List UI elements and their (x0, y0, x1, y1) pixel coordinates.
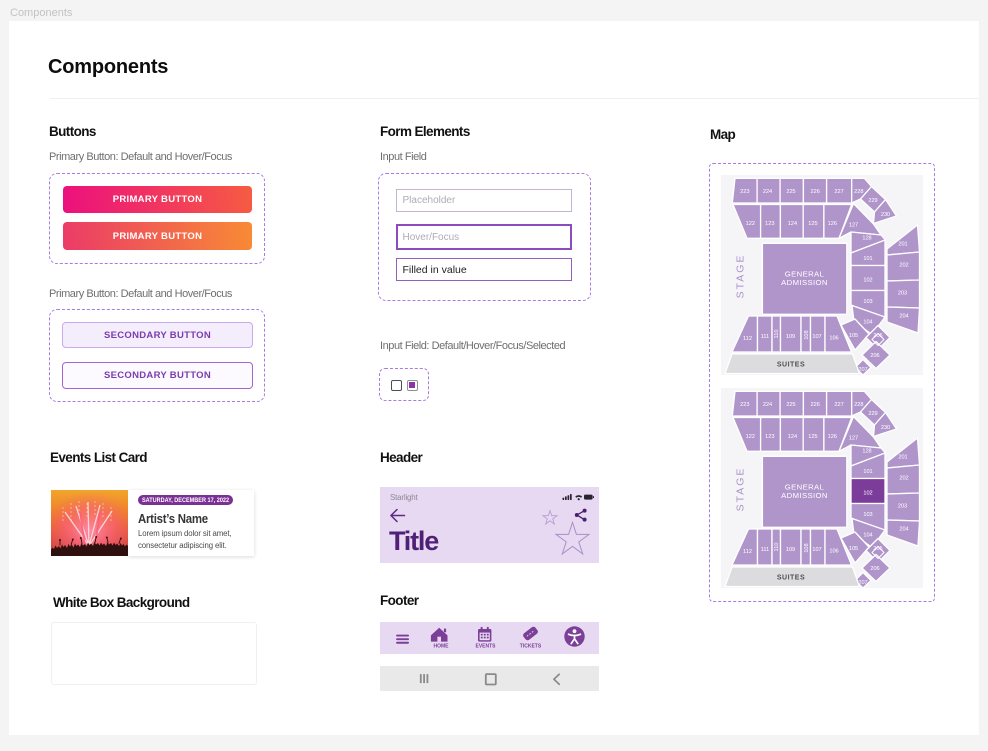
svg-text:ADMISSION: ADMISSION (781, 278, 828, 287)
svg-text:111: 111 (761, 334, 770, 340)
svg-text:107: 107 (812, 334, 821, 340)
svg-text:207: 207 (858, 580, 867, 586)
svg-text:206: 206 (870, 566, 879, 572)
svg-text:201: 201 (898, 242, 907, 248)
svg-text:128: 128 (862, 236, 871, 242)
svg-text:123: 123 (765, 221, 774, 227)
svg-text:126: 126 (828, 221, 837, 227)
svg-text:205: 205 (873, 546, 882, 552)
svg-text:101: 101 (863, 256, 872, 262)
svg-text:101: 101 (863, 469, 872, 475)
svg-text:SUITES: SUITES (777, 362, 805, 369)
svg-text:HOME: HOME (434, 644, 450, 650)
svg-text:203: 203 (898, 291, 907, 297)
svg-text:201: 201 (898, 455, 907, 461)
svg-text:230: 230 (881, 425, 890, 431)
svg-text:225: 225 (786, 189, 795, 195)
svg-text:228: 228 (854, 189, 863, 195)
svg-text:230: 230 (881, 212, 890, 218)
svg-text:223: 223 (740, 189, 749, 195)
svg-text:204: 204 (899, 314, 908, 320)
svg-text:108: 108 (804, 543, 810, 552)
svg-text:106: 106 (829, 549, 838, 555)
svg-text:202: 202 (899, 263, 908, 269)
svg-text:124: 124 (788, 221, 797, 227)
svg-text:STAGE: STAGE (735, 467, 747, 512)
svg-text:127: 127 (849, 223, 858, 229)
svg-text:126: 126 (828, 434, 837, 440)
svg-text:102: 102 (863, 278, 872, 284)
svg-text:TICKETS: TICKETS (520, 644, 542, 650)
svg-text:108: 108 (804, 330, 810, 339)
svg-text:GENERAL: GENERAL (785, 270, 825, 279)
svg-text:Title: Title (389, 526, 439, 556)
svg-text:122: 122 (746, 434, 755, 440)
svg-text:225: 225 (786, 402, 795, 408)
svg-text:226: 226 (811, 189, 820, 195)
svg-text:104: 104 (863, 533, 872, 539)
svg-text:104: 104 (863, 320, 872, 326)
svg-text:112: 112 (743, 336, 752, 342)
svg-text:227: 227 (834, 402, 843, 408)
svg-text:ADMISSION: ADMISSION (781, 491, 828, 500)
svg-text:223: 223 (740, 402, 749, 408)
svg-text:227: 227 (834, 189, 843, 195)
svg-text:105: 105 (849, 546, 858, 552)
svg-text:103: 103 (863, 299, 872, 305)
svg-text:112: 112 (743, 549, 752, 555)
svg-text:EVENTS: EVENTS (475, 644, 496, 650)
svg-text:125: 125 (808, 221, 817, 227)
svg-text:SUITES: SUITES (777, 575, 805, 582)
svg-text:124: 124 (788, 434, 797, 440)
svg-text:STAGE: STAGE (735, 254, 747, 299)
svg-text:122: 122 (746, 221, 755, 227)
svg-text:GENERAL: GENERAL (785, 483, 825, 492)
svg-text:128: 128 (862, 449, 871, 455)
svg-text:107: 107 (812, 547, 821, 553)
svg-text:228: 228 (854, 402, 863, 408)
svg-text:111: 111 (761, 547, 770, 553)
svg-text:102: 102 (863, 491, 872, 497)
svg-text:204: 204 (899, 527, 908, 533)
svg-text:110: 110 (774, 330, 780, 339)
svg-text:229: 229 (868, 411, 877, 417)
svg-text:229: 229 (868, 198, 877, 204)
svg-text:106: 106 (829, 336, 838, 342)
svg-text:103: 103 (863, 512, 872, 518)
svg-text:Starlight: Starlight (390, 493, 419, 502)
svg-text:109: 109 (786, 547, 795, 553)
svg-text:207: 207 (858, 367, 867, 373)
svg-text:109: 109 (786, 334, 795, 340)
svg-text:105: 105 (849, 333, 858, 339)
svg-text:224: 224 (763, 189, 772, 195)
svg-text:224: 224 (763, 402, 772, 408)
svg-text:226: 226 (811, 402, 820, 408)
svg-text:206: 206 (870, 353, 879, 359)
svg-text:202: 202 (899, 476, 908, 482)
svg-text:110: 110 (774, 543, 780, 552)
svg-text:123: 123 (765, 434, 774, 440)
svg-text:205: 205 (873, 333, 882, 339)
svg-text:125: 125 (808, 434, 817, 440)
svg-text:203: 203 (898, 504, 907, 510)
svg-text:127: 127 (849, 436, 858, 442)
